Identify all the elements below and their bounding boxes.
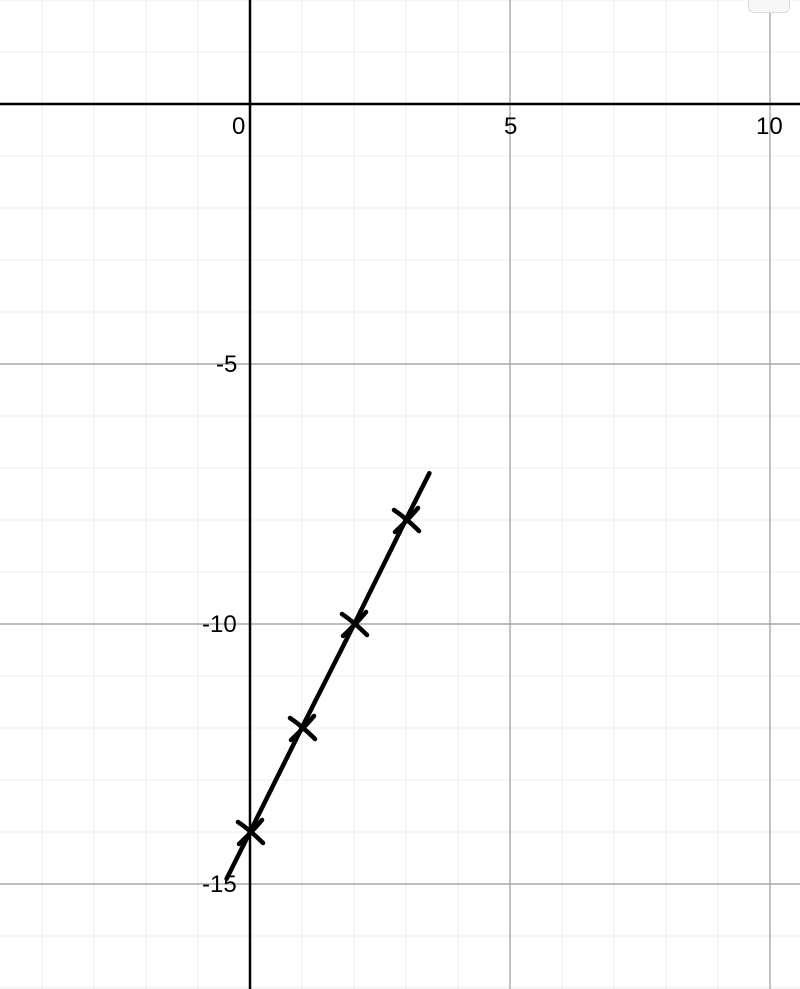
chart-canvas: 0 5 10 -5 -10 -15: [0, 0, 800, 989]
x-tick-label: 10: [756, 113, 783, 140]
y-tick-label: -5: [216, 351, 237, 378]
corner-tab[interactable]: [748, 0, 790, 13]
x-tick-label: 0: [232, 113, 245, 140]
y-tick-label: -15: [202, 871, 237, 898]
x-tick-label: 5: [504, 113, 517, 140]
graph-area[interactable]: 0 5 10 -5 -10 -15: [0, 0, 800, 989]
y-tick-label: -10: [202, 611, 237, 638]
